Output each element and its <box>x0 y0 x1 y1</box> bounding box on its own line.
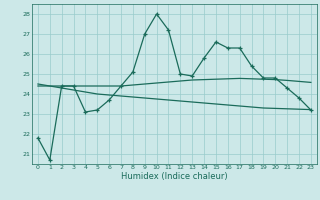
X-axis label: Humidex (Indice chaleur): Humidex (Indice chaleur) <box>121 172 228 181</box>
